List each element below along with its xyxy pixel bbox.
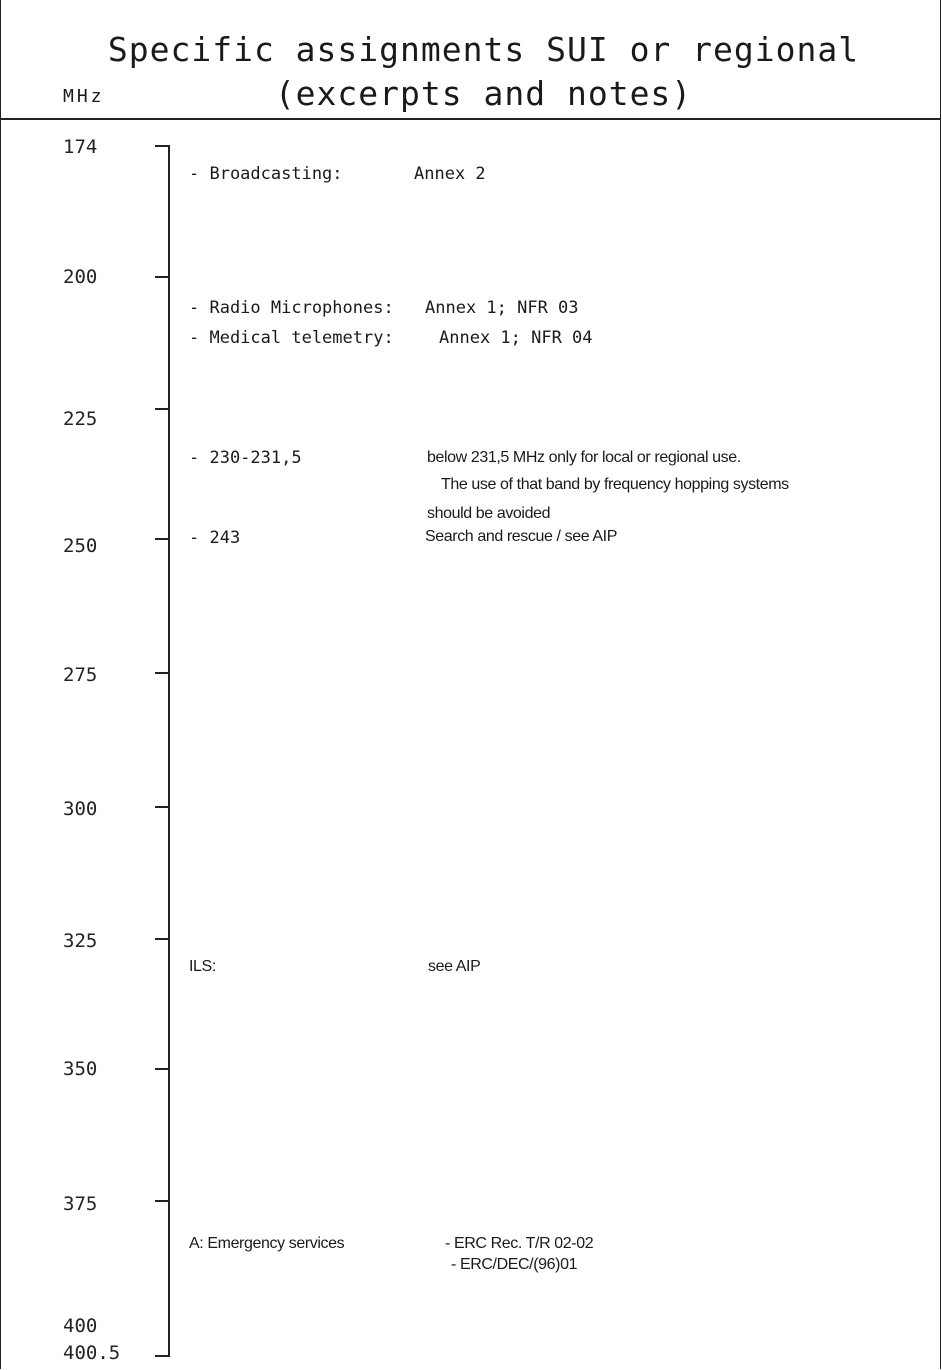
axis-tick [155, 408, 169, 410]
emergency-services-value-2: - ERC/DEC/(96)01 [451, 1256, 578, 1273]
band-243-label: - 243 [189, 528, 241, 548]
emergency-services-label: A: Emergency services [189, 1235, 345, 1252]
emergency-services-value-1: - ERC Rec. T/R 02-02 [445, 1235, 594, 1252]
axis-tick [155, 1200, 169, 1202]
band-230-note-line-3: should be avoided [427, 505, 551, 522]
axis-tick-label: 350 [63, 1058, 98, 1080]
page-title-line-1: Specific assignments SUI or regional [107, 30, 860, 69]
axis-tick [155, 806, 169, 808]
axis-tick-label: 400.5 [63, 1342, 121, 1364]
page-title-line-2: (excerpts and notes) [274, 74, 693, 113]
axis-tick [155, 145, 169, 147]
broadcasting-label: - Broadcasting: [189, 164, 343, 184]
radio-microphones-label: - Radio Microphones: [189, 298, 394, 318]
broadcasting-value: Annex 2 [414, 164, 486, 184]
band-230-note-line-2: The use of that band by frequency hoppin… [441, 476, 789, 493]
medical-telemetry-label: - Medical telemetry: [189, 328, 394, 348]
band-230-note-line-1: below 231,5 MHz only for local or region… [427, 449, 741, 466]
axis-tick-label: 225 [63, 408, 98, 430]
axis-tick [155, 1068, 169, 1070]
axis-tick-label: 400 [63, 1315, 98, 1337]
radio-microphones-value: Annex 1; NFR 03 [425, 298, 579, 318]
band-243-value: Search and rescue / see AIP [425, 528, 617, 545]
axis-tick-label: 174 [63, 136, 98, 158]
axis-tick-label: 200 [63, 266, 98, 288]
axis-tick [155, 672, 169, 674]
ils-label: ILS: [189, 958, 216, 975]
band-230-label: - 230-231,5 [189, 448, 302, 468]
axis-tick-label: 375 [63, 1193, 98, 1215]
axis-tick [155, 1355, 169, 1357]
frequency-unit-label: MHz [63, 86, 105, 107]
axis-tick-label: 325 [63, 930, 98, 952]
axis-tick [155, 538, 169, 540]
ils-value: see AIP [428, 958, 481, 975]
page-header: Specific assignments SUI or regional (ex… [1, 0, 940, 120]
axis-tick [155, 938, 169, 940]
frequency-axis-line [168, 145, 170, 1357]
axis-tick-label: 250 [63, 535, 98, 557]
axis-tick-label: 275 [63, 664, 98, 686]
axis-tick [155, 276, 169, 278]
medical-telemetry-value: Annex 1; NFR 04 [439, 328, 593, 348]
axis-tick-label: 300 [63, 798, 98, 820]
